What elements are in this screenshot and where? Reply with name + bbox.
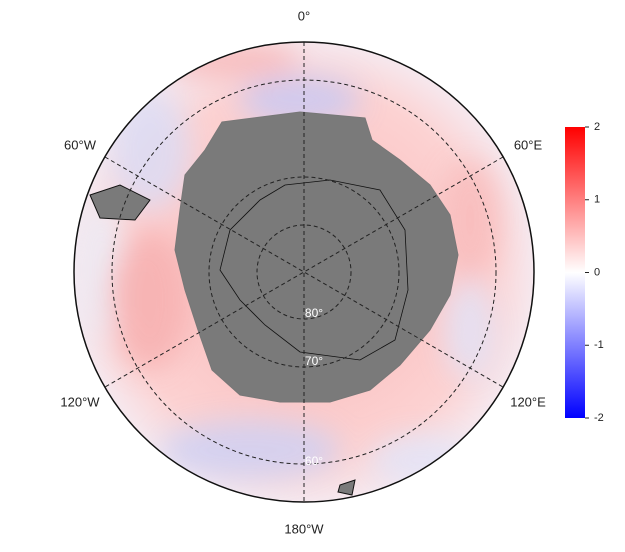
longitude-label: 120°E (510, 394, 546, 409)
longitude-label: 60°W (64, 137, 97, 152)
latitude-label: 70° (305, 354, 323, 368)
colorbar (565, 127, 585, 418)
sst-field (74, 42, 534, 502)
longitude-label: 0° (298, 8, 310, 23)
longitude-label: 180°W (284, 521, 324, 536)
south-america (89, 184, 151, 221)
colorbar-tick-label: -1 (594, 339, 604, 351)
latitude-label: 80° (305, 306, 323, 320)
antarctica (174, 111, 459, 403)
map-border (73, 41, 535, 503)
colorbar-tick-label: 0 (594, 266, 600, 278)
longitude-label: 120°W (60, 394, 100, 409)
colorbar-tick-label: 1 (594, 194, 600, 206)
latitude-label: 60° (305, 454, 323, 468)
lat-circle (256, 224, 352, 320)
colorbar-tick-label: -2 (594, 412, 604, 424)
colorbar-tick-label: 2 (594, 121, 600, 133)
coastline (219, 179, 409, 361)
longitude-label: 60°E (514, 137, 543, 152)
island (337, 479, 356, 496)
